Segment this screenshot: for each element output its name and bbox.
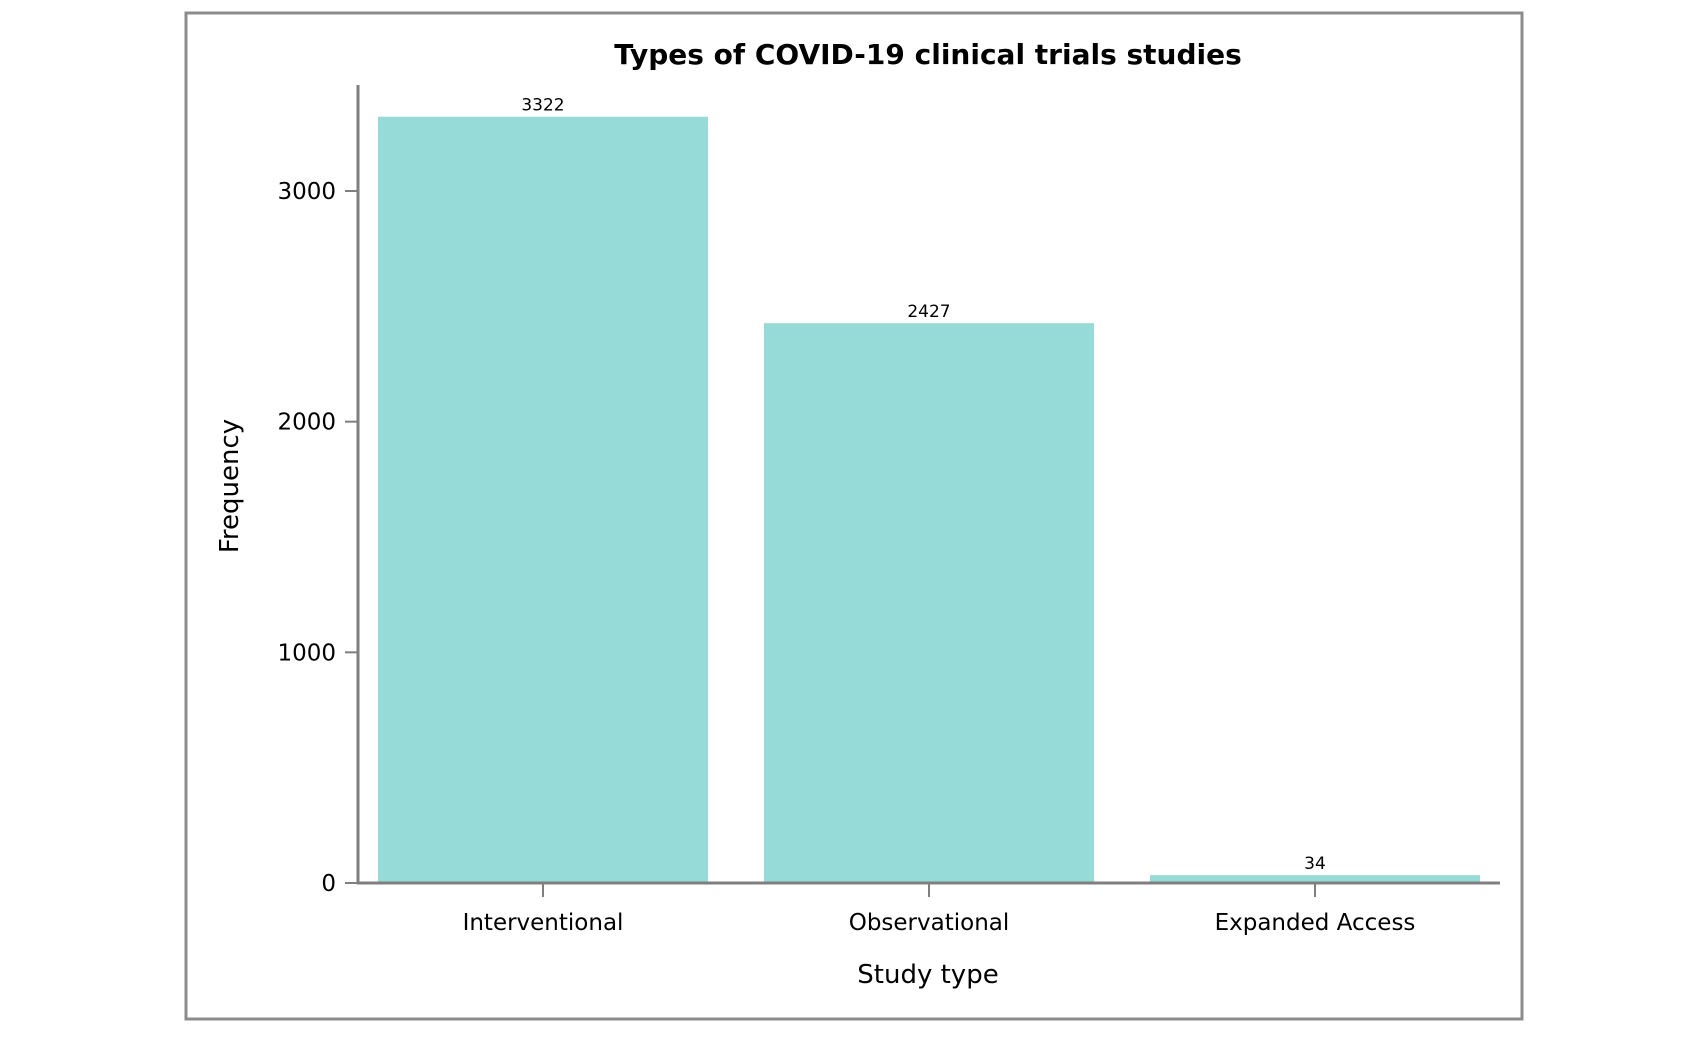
y-tick-label: 2000 — [277, 410, 336, 436]
y-tick-label: 3000 — [277, 179, 336, 205]
y-axis-label: Frequency — [215, 419, 245, 553]
x-axis-label: Study type — [857, 960, 998, 990]
x-tick-label: Observational — [849, 910, 1010, 936]
plot-area: 3322 2427 34 — [378, 96, 1480, 882]
x-tick-label: Interventional — [463, 910, 624, 936]
bar-value-label: 34 — [1304, 854, 1326, 874]
bar-observational — [764, 323, 1094, 882]
x-axis-ticks: Interventional Observational Expanded Acce… — [463, 883, 1416, 936]
bar-expanded-access — [1150, 875, 1480, 882]
chart-title: Types of COVID-19 clinical trials studie… — [614, 38, 1242, 71]
y-tick-label: 0 — [321, 871, 336, 897]
bar-value-label: 3322 — [521, 96, 564, 116]
bar-value-label: 2427 — [907, 302, 950, 322]
bar-interventional — [378, 116, 708, 882]
y-axis-ticks: 0 1000 2000 3000 — [277, 179, 358, 897]
y-tick-label: 1000 — [277, 640, 336, 666]
x-tick-label: Expanded Access — [1215, 910, 1416, 936]
